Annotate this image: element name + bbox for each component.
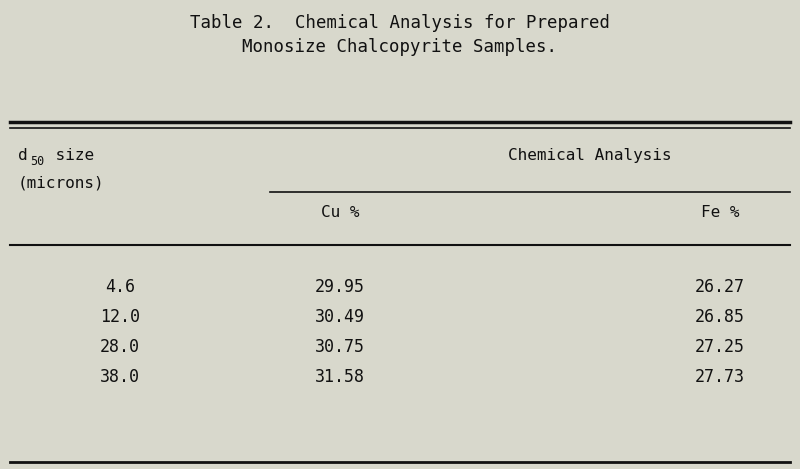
Text: 50: 50 — [30, 155, 44, 168]
Text: 30.75: 30.75 — [315, 338, 365, 356]
Text: 26.85: 26.85 — [695, 308, 745, 326]
Text: 26.27: 26.27 — [695, 278, 745, 296]
Text: 30.49: 30.49 — [315, 308, 365, 326]
Text: (microns): (microns) — [18, 175, 105, 190]
Text: d: d — [18, 148, 28, 163]
Text: 31.58: 31.58 — [315, 368, 365, 386]
Text: 38.0: 38.0 — [100, 368, 140, 386]
Text: Table 2.  Chemical Analysis for Prepared: Table 2. Chemical Analysis for Prepared — [190, 14, 610, 32]
Text: 12.0: 12.0 — [100, 308, 140, 326]
Text: Cu %: Cu % — [321, 205, 359, 220]
Text: 28.0: 28.0 — [100, 338, 140, 356]
Text: 27.25: 27.25 — [695, 338, 745, 356]
Text: 4.6: 4.6 — [105, 278, 135, 296]
Text: Chemical Analysis: Chemical Analysis — [508, 148, 672, 163]
Text: size: size — [46, 148, 94, 163]
Text: 27.73: 27.73 — [695, 368, 745, 386]
Text: Monosize Chalcopyrite Samples.: Monosize Chalcopyrite Samples. — [242, 38, 558, 56]
Text: Fe %: Fe % — [701, 205, 739, 220]
Text: 29.95: 29.95 — [315, 278, 365, 296]
